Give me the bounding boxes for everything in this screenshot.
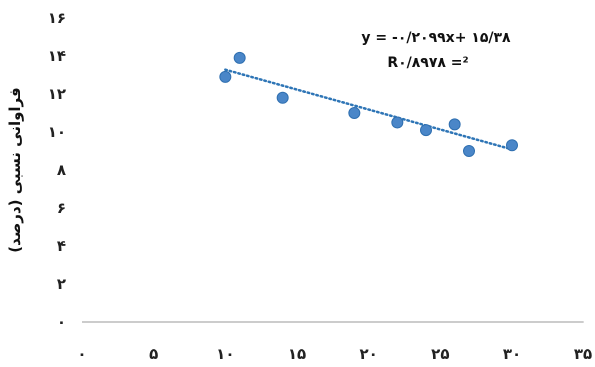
data-point [420, 124, 432, 137]
y-tick-label: ۱۲ [48, 85, 66, 103]
data-point [233, 51, 246, 64]
trendline-layer [224, 68, 514, 151]
x-tick-label: ۵ [149, 345, 158, 363]
data-point [276, 91, 289, 104]
y-axis-title: فراوانی نسبی (درصد) [6, 87, 24, 252]
y-tick-label: ۱۰ [48, 123, 66, 141]
tick-labels: ۰ ۵ ۱۰ ۱۵ ۲۰ ۲۵ ۳۰ ۳۵ ۰ ۲ ۴ ۶ ۸ ۱۰ ۱۲ ۱۴ ۱۶ [48, 9, 592, 363]
x-tick-label: ۱۰ [216, 345, 234, 363]
x-tick-label: ۰ [77, 345, 86, 363]
data-point [506, 139, 518, 152]
data-point [348, 107, 361, 119]
x-tick-label: ۳۵ [574, 345, 592, 363]
y-tick-label: ۱۶ [48, 9, 66, 27]
x-tick-label: ۲۵ [431, 345, 449, 363]
data-point [448, 118, 461, 131]
data-points [219, 51, 518, 157]
y-tick-label: ۰ [57, 313, 66, 331]
trendline [224, 68, 514, 151]
x-tick-label: ۲۰ [360, 345, 378, 363]
data-point [463, 145, 475, 157]
y-tick-label: ۶ [57, 199, 66, 217]
data-point [219, 70, 232, 83]
trendline-equation: y = -۰/۲۰۹۹x+ ۱۵/۳۸ [361, 30, 511, 46]
y-tick-label: ۸ [57, 161, 66, 179]
y-tick-label: ۱۴ [48, 47, 66, 65]
data-point [391, 116, 404, 129]
x-tick-label: ۱۵ [288, 345, 306, 363]
y-tick-label: ۲ [57, 275, 66, 293]
y-tick-label: ۴ [57, 237, 66, 255]
r-squared-label: R۰/۸۹۷۸ =² [387, 55, 468, 71]
x-tick-label: ۳۰ [503, 345, 521, 363]
